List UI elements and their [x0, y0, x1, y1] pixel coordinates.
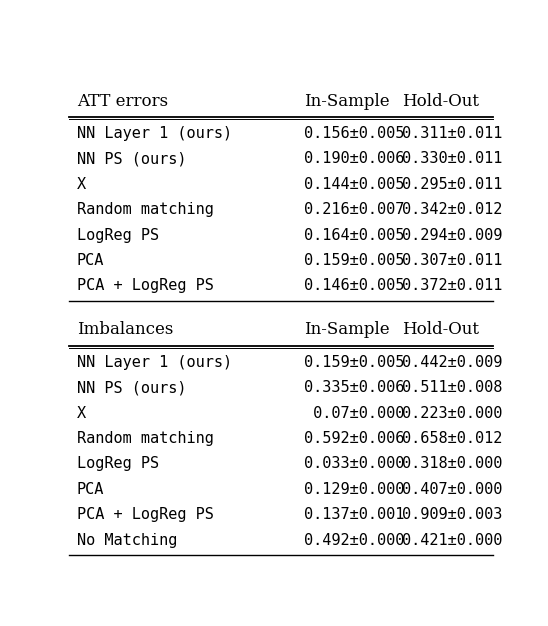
Text: 0.07±0.000: 0.07±0.000: [304, 406, 404, 421]
Text: 0.658±0.012: 0.658±0.012: [402, 431, 503, 446]
Text: 0.137±0.001: 0.137±0.001: [304, 507, 404, 522]
Text: NN Layer 1 (ours): NN Layer 1 (ours): [77, 355, 232, 370]
Text: NN PS (ours): NN PS (ours): [77, 151, 186, 167]
Text: PCA: PCA: [77, 482, 104, 497]
Text: No Matching: No Matching: [77, 533, 178, 548]
Text: 0.294±0.009: 0.294±0.009: [402, 228, 503, 243]
Text: 0.311±0.011: 0.311±0.011: [402, 126, 503, 141]
Text: Random matching: Random matching: [77, 202, 214, 217]
Text: 0.442±0.009: 0.442±0.009: [402, 355, 503, 370]
Text: 0.407±0.000: 0.407±0.000: [402, 482, 503, 497]
Text: 0.129±0.000: 0.129±0.000: [304, 482, 404, 497]
Text: 0.159±0.005: 0.159±0.005: [304, 253, 404, 268]
Text: 0.335±0.006: 0.335±0.006: [304, 380, 404, 395]
Text: 0.156±0.005: 0.156±0.005: [304, 126, 404, 141]
Text: 0.330±0.011: 0.330±0.011: [402, 151, 503, 167]
Text: 0.342±0.012: 0.342±0.012: [402, 202, 503, 217]
Text: 0.295±0.011: 0.295±0.011: [402, 177, 503, 192]
Text: Hold-Out: Hold-Out: [402, 93, 479, 110]
Text: 0.421±0.000: 0.421±0.000: [402, 533, 503, 548]
Text: 0.144±0.005: 0.144±0.005: [304, 177, 404, 192]
Text: 0.033±0.000: 0.033±0.000: [304, 456, 404, 471]
Text: LogReg PS: LogReg PS: [77, 456, 159, 471]
Text: 0.307±0.011: 0.307±0.011: [402, 253, 503, 268]
Text: ATT errors: ATT errors: [77, 93, 168, 110]
Text: 0.372±0.011: 0.372±0.011: [402, 279, 503, 294]
Text: NN PS (ours): NN PS (ours): [77, 380, 186, 395]
Text: 0.492±0.000: 0.492±0.000: [304, 533, 404, 548]
Text: 0.223±0.000: 0.223±0.000: [402, 406, 503, 421]
Text: In-Sample: In-Sample: [304, 322, 390, 339]
Text: In-Sample: In-Sample: [304, 93, 390, 110]
Text: 0.511±0.008: 0.511±0.008: [402, 380, 503, 395]
Text: 0.164±0.005: 0.164±0.005: [304, 228, 404, 243]
Text: 0.318±0.000: 0.318±0.000: [402, 456, 503, 471]
Text: X: X: [77, 406, 86, 421]
Text: 0.592±0.006: 0.592±0.006: [304, 431, 404, 446]
Text: PCA: PCA: [77, 253, 104, 268]
Text: Hold-Out: Hold-Out: [402, 322, 479, 339]
Text: 0.190±0.006: 0.190±0.006: [304, 151, 404, 167]
Text: LogReg PS: LogReg PS: [77, 228, 159, 243]
Text: 0.909±0.003: 0.909±0.003: [402, 507, 503, 522]
Text: PCA + LogReg PS: PCA + LogReg PS: [77, 279, 214, 294]
Text: Imbalances: Imbalances: [77, 322, 173, 339]
Text: X: X: [77, 177, 86, 192]
Text: 0.146±0.005: 0.146±0.005: [304, 279, 404, 294]
Text: 0.216±0.007: 0.216±0.007: [304, 202, 404, 217]
Text: NN Layer 1 (ours): NN Layer 1 (ours): [77, 126, 232, 141]
Text: 0.159±0.005: 0.159±0.005: [304, 355, 404, 370]
Text: PCA + LogReg PS: PCA + LogReg PS: [77, 507, 214, 522]
Text: Random matching: Random matching: [77, 431, 214, 446]
